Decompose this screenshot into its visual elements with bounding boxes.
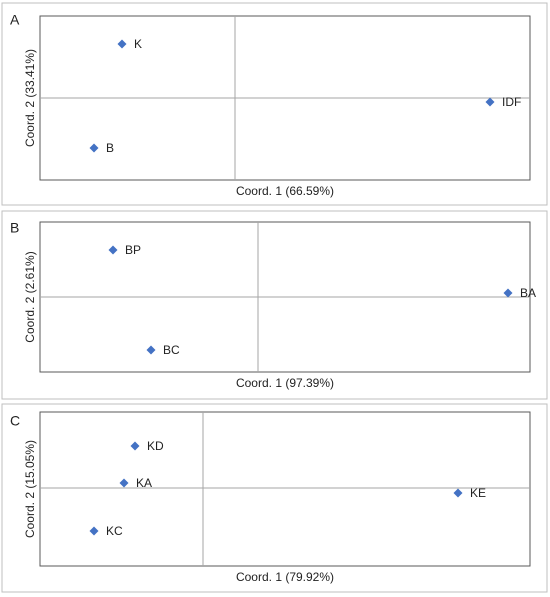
point [146, 345, 156, 355]
panel-label: B [10, 220, 19, 236]
x-axis-label: Coord. 1 (97.39%) [236, 376, 334, 390]
y-axis-label: Coord. 2 (15.05%) [23, 440, 37, 538]
panel-frame [1, 2, 548, 206]
point-label: BC [163, 343, 180, 357]
point [485, 97, 495, 107]
point-label: BA [520, 286, 536, 300]
point-label: KD [147, 439, 164, 453]
point [89, 143, 99, 153]
point-label: KE [470, 486, 486, 500]
point [117, 39, 127, 49]
plot-area [39, 411, 531, 567]
point-label: IDF [502, 95, 521, 109]
x-axis-label: Coord. 1 (79.92%) [236, 570, 334, 584]
y-axis-label: Coord. 2 (2.61%) [23, 251, 37, 342]
y-axis-label: Coord. 2 (33.41%) [23, 49, 37, 147]
point [503, 288, 513, 298]
panel-frame [1, 210, 548, 400]
panel-label: C [10, 413, 20, 429]
point-label: K [134, 37, 142, 51]
point-label: KC [106, 524, 123, 538]
point-label: KA [136, 476, 152, 490]
point-label: B [106, 141, 114, 155]
x-axis-label: Coord. 1 (66.59%) [236, 184, 334, 198]
point [130, 441, 140, 451]
point [89, 526, 99, 536]
point [108, 245, 118, 255]
point-label: BP [125, 243, 141, 257]
panel-label: A [10, 12, 20, 28]
point [119, 478, 129, 488]
panel-frame [1, 403, 548, 593]
point [453, 488, 463, 498]
